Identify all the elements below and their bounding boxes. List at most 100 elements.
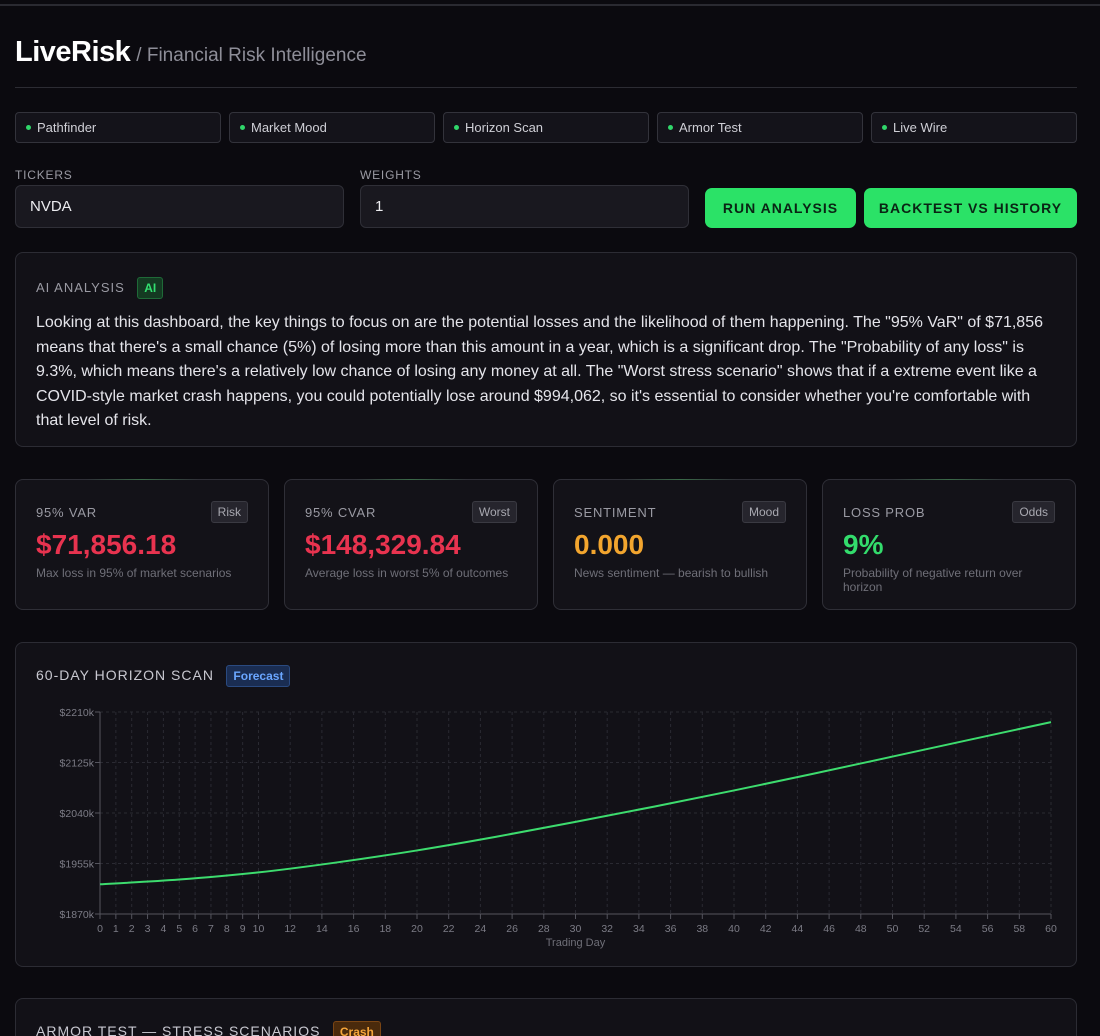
card-label: 95% VAR — [36, 505, 97, 520]
x-axis-label: Trading Day — [546, 937, 606, 949]
card-description: Probability of negative return over hori… — [843, 566, 1023, 594]
brand-logo: LiveRisk — [15, 36, 131, 68]
ai-analysis-title: AI ANALYSIS — [36, 280, 125, 296]
weights-input[interactable] — [360, 185, 689, 228]
card-description: News sentiment — bearish to bullish — [574, 566, 769, 580]
x-tick-label: 8 — [224, 923, 230, 935]
card-accent — [355, 479, 467, 480]
x-tick-label: 1 — [113, 923, 119, 935]
x-tick-label: 2 — [129, 923, 135, 935]
x-tick-label: 26 — [506, 923, 518, 935]
card-tag: Mood — [741, 501, 786, 523]
card-accent — [893, 479, 1005, 480]
cvar-card: 95% CVAR Worst $148,329.84 Average loss … — [284, 479, 538, 610]
card-value: $148,329.84 — [305, 529, 461, 560]
x-tick-label: 38 — [696, 923, 708, 935]
x-tick-label: 3 — [145, 923, 151, 935]
tab-label: Market Mood — [251, 120, 327, 135]
module-tabs: Pathfinder Market Mood Horizon Scan Armo… — [15, 112, 1077, 143]
x-tick-label: 36 — [665, 923, 677, 935]
horizon-scan-panel: 60-DAY HORIZON SCAN Forecast $1870k $1955… — [15, 642, 1077, 967]
backtest-button[interactable]: BACKTEST VS HISTORY — [864, 188, 1077, 228]
tab-label: Pathfinder — [37, 120, 97, 135]
header-divider — [15, 87, 1077, 88]
ai-analysis-panel: AI ANALYSIS AI Looking at this dashboard… — [15, 252, 1077, 447]
ai-badge: AI — [137, 277, 164, 299]
forecast-badge: Forecast — [226, 665, 291, 687]
x-tick-label: 52 — [918, 923, 930, 935]
tab-label: Horizon Scan — [465, 120, 544, 135]
series-line — [99, 721, 1052, 886]
x-tick-label: 22 — [443, 923, 455, 935]
tab-horizon-scan[interactable]: Horizon Scan — [443, 112, 649, 143]
y-tick-label: $2040k — [60, 808, 95, 820]
x-tick-label: 24 — [475, 923, 487, 935]
crash-badge: Crash — [332, 1021, 381, 1036]
weights-label: WEIGHTS — [360, 168, 422, 182]
x-tick-label: 54 — [950, 923, 962, 935]
x-tick-label: 30 — [570, 923, 582, 935]
run-analysis-button[interactable]: RUN ANALYSIS — [705, 188, 856, 228]
x-tick-label: 5 — [176, 923, 182, 935]
card-label: LOSS PROB — [843, 505, 926, 520]
x-tick-label: 48 — [855, 923, 867, 935]
x-tick-label: 20 — [411, 923, 423, 935]
card-value: 9% — [843, 529, 884, 560]
x-tick-label: 42 — [760, 923, 772, 935]
status-dot-icon — [240, 125, 245, 130]
x-tick-label: 14 — [316, 923, 328, 935]
ai-analysis-text: Looking at this dashboard, the key thing… — [36, 314, 1043, 429]
tab-pathfinder[interactable]: Pathfinder — [15, 112, 221, 143]
x-tick-label: 9 — [240, 923, 246, 935]
y-tick-label: $2210k — [60, 707, 95, 719]
sentiment-card: SENTIMENT Mood 0.000 News sentiment — be… — [553, 479, 807, 610]
x-tick-label: 4 — [160, 923, 166, 935]
x-tick-label: 6 — [192, 923, 198, 935]
x-tick-label: 44 — [792, 923, 804, 935]
card-description: Average loss in worst 5% of outcomes — [305, 566, 509, 580]
x-tick-label: 40 — [728, 923, 740, 935]
tab-label: Live Wire — [893, 120, 948, 135]
card-tag: Risk — [210, 501, 248, 523]
y-tick-label: $1870k — [60, 909, 95, 921]
app-header: LiveRisk / Financial Risk Intelligence — [15, 36, 367, 69]
stress-scenarios-panel: ARMOR TEST — STRESS SCENARIOS Crash — [15, 998, 1077, 1036]
top-border — [0, 4, 1100, 6]
card-value: 0.000 — [574, 529, 645, 560]
x-tick-label: 16 — [348, 923, 360, 935]
tickers-label: TICKERS — [15, 168, 73, 182]
card-label: SENTIMENT — [574, 505, 657, 520]
x-tick-label: 58 — [1013, 923, 1025, 935]
x-tick-label: 10 — [253, 923, 265, 935]
card-accent — [624, 479, 736, 480]
x-tick-label: 0 — [97, 923, 103, 935]
tab-label: Armor Test — [679, 120, 742, 135]
var-card: 95% VAR Risk $71,856.18 Max loss in 95% … — [15, 479, 269, 610]
x-tick-label: 7 — [208, 923, 214, 935]
x-tick-label: 34 — [633, 923, 645, 935]
x-tick-label: 60 — [1045, 923, 1057, 935]
status-dot-icon — [454, 125, 459, 130]
card-accent — [86, 479, 198, 480]
status-dot-icon — [668, 125, 673, 130]
x-tick-label: 46 — [823, 923, 835, 935]
brand-subtitle: / Financial Risk Intelligence — [136, 45, 367, 66]
status-dot-icon — [882, 125, 887, 130]
loss-prob-card: LOSS PROB Odds 9% Probability of negativ… — [822, 479, 1076, 610]
card-value: $71,856.18 — [36, 529, 177, 560]
stress-title: ARMOR TEST — STRESS SCENARIOS — [36, 1023, 321, 1036]
card-description: Max loss in 95% of market scenarios — [36, 566, 232, 580]
x-tick-label: 18 — [379, 923, 391, 935]
chart-header: 60-DAY HORIZON SCAN Forecast — [36, 665, 291, 687]
x-tick-label: 56 — [982, 923, 994, 935]
tab-armor-test[interactable]: Armor Test — [657, 112, 863, 143]
card-tag: Worst — [471, 501, 517, 523]
tab-live-wire[interactable]: Live Wire — [871, 112, 1077, 143]
tab-market-mood[interactable]: Market Mood — [229, 112, 435, 143]
x-tick-label: 50 — [887, 923, 899, 935]
tickers-input[interactable] — [15, 185, 344, 228]
x-tick-label: 12 — [284, 923, 296, 935]
y-tick-label: $1955k — [60, 859, 95, 871]
x-tick-label: 28 — [538, 923, 550, 935]
